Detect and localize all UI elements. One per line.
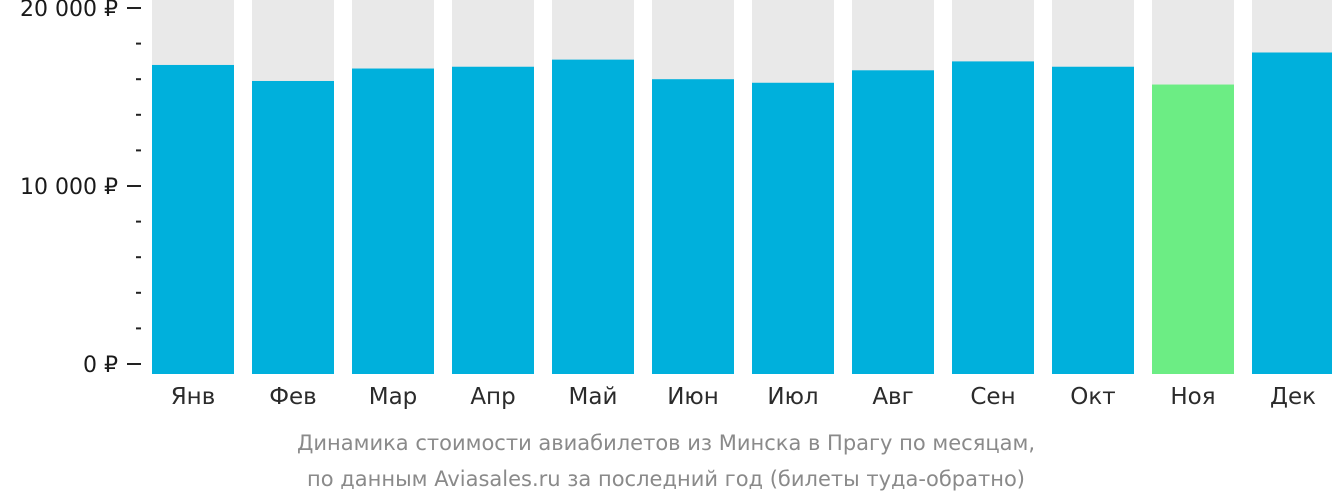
- x-tick-label: Апр: [470, 384, 515, 410]
- bar-2: [252, 80, 334, 374]
- chart-caption-line-2: по данным Aviasales.ru за последний год …: [307, 467, 1025, 491]
- y-axis: 0 ₽ 10 000 ₽ 20 000 ₽: [20, 0, 141, 378]
- x-tick-label: Авг: [872, 384, 913, 410]
- x-tick-label: Июн: [667, 384, 719, 410]
- price-bar-chart: 0 ₽ 10 000 ₽ 20 000 ₽ Янв Фев Мар Апр Май Июн Ию…: [20, 0, 1332, 410]
- y-tick-label: 10 000 ₽: [20, 175, 118, 200]
- x-tick-label: Янв: [171, 384, 216, 410]
- bar-3: [352, 68, 434, 375]
- bar-11: [1152, 84, 1234, 374]
- bar-5: [552, 59, 634, 375]
- x-tick-label: Июл: [767, 384, 818, 410]
- x-tick-label: Окт: [1070, 384, 1115, 410]
- bar-4: [452, 66, 534, 375]
- bars: [152, 0, 1332, 375]
- x-axis-labels: Янв Фев Мар Апр Май Июн Июл Авг Сен Окт Ноя Дек: [171, 384, 1316, 410]
- x-tick-label: Сен: [970, 384, 1015, 410]
- bar-10: [1052, 66, 1134, 375]
- chart-caption-line-1: Динамика стоимости авиабилетов из Минска…: [296, 431, 1036, 455]
- x-tick-label: Ноя: [1170, 384, 1215, 410]
- x-tick-label: Фев: [269, 384, 317, 410]
- x-tick-label: Дек: [1270, 384, 1316, 410]
- bar-6: [652, 79, 734, 374]
- bar-9: [952, 61, 1034, 375]
- x-tick-label: Май: [569, 384, 618, 410]
- y-tick-label: 0 ₽: [83, 353, 118, 378]
- y-tick-label: 20 000 ₽: [20, 0, 118, 22]
- bar-12: [1252, 52, 1332, 374]
- x-tick-label: Мар: [369, 384, 418, 410]
- bar-8: [852, 70, 934, 375]
- bar-1: [152, 64, 234, 375]
- bar-7: [752, 82, 834, 374]
